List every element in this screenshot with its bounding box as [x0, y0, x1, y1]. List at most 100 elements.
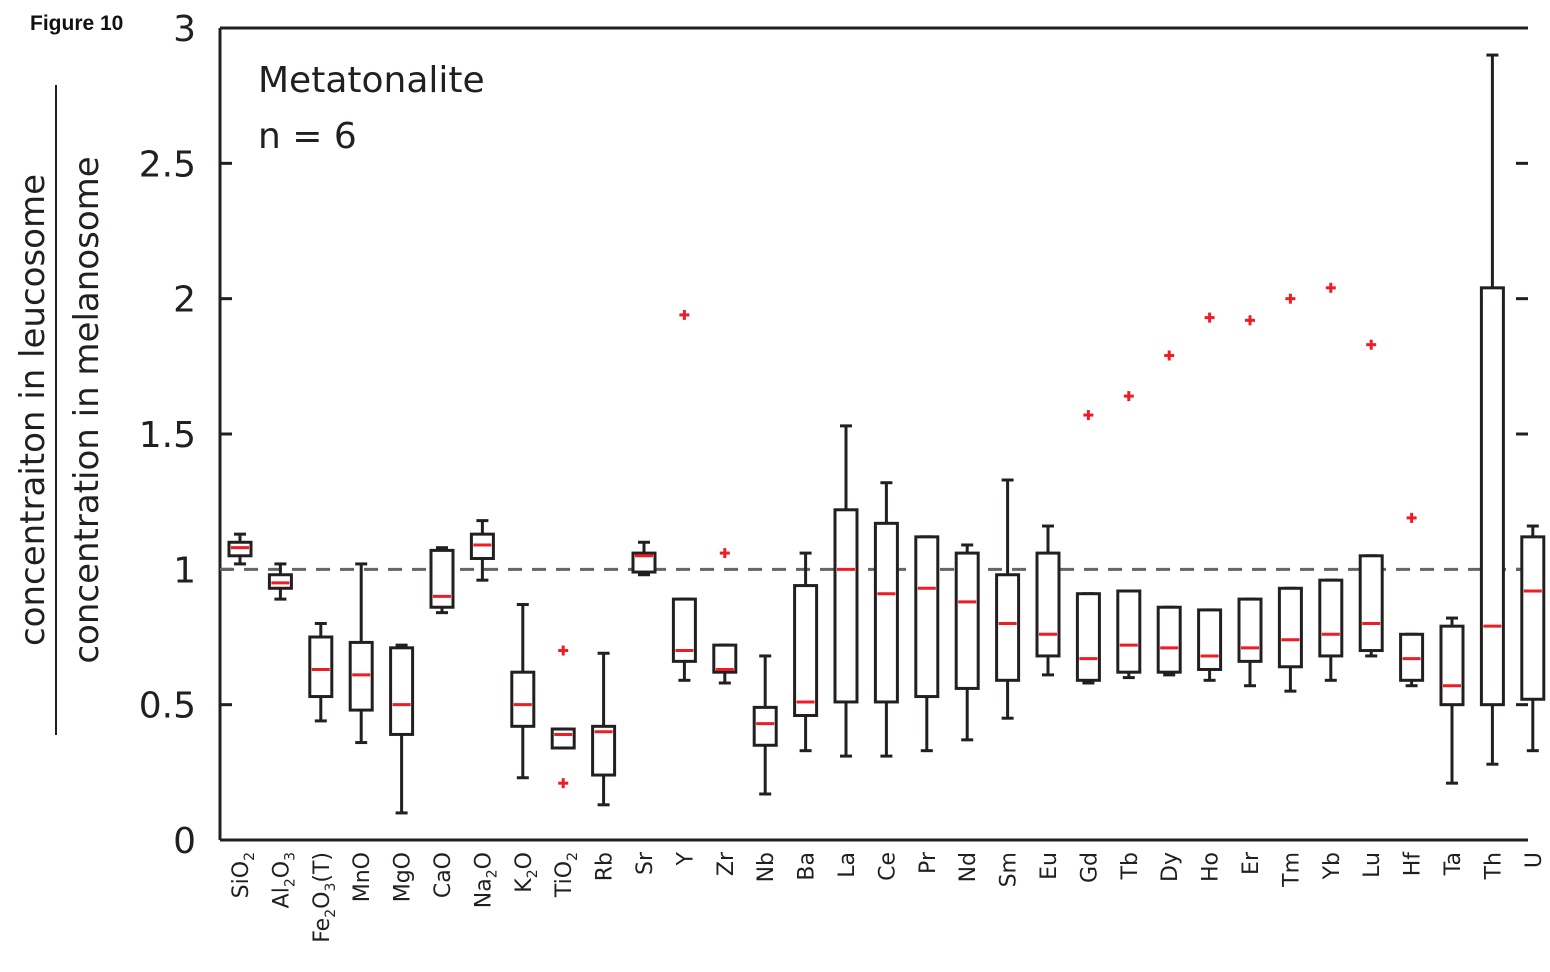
axes [218, 26, 1528, 842]
box-group [348, 562, 374, 745]
x-tick-label: Lu [1360, 852, 1385, 878]
outlier-marker [1325, 282, 1336, 293]
x-tick-label: Y [673, 851, 698, 866]
annotation-rock-type: Metatonalite [258, 60, 485, 101]
box-iqr [1439, 624, 1465, 707]
x-tick-label: MgO [391, 852, 416, 902]
box-iqr [631, 551, 657, 574]
y-axis-label: concentraiton in leucosome concentration… [13, 85, 107, 735]
box-group [469, 519, 495, 582]
box-group [1318, 282, 1344, 682]
outlier-marker [1164, 350, 1175, 361]
box-iqr [550, 727, 576, 750]
box-iqr [1075, 592, 1101, 682]
x-tick-label: Ho [1199, 852, 1224, 882]
x-tick-label: Fe2O3(T) [310, 852, 339, 943]
x-tick-label: MnO [350, 852, 375, 902]
y-tick-label: 1.5 [139, 415, 196, 456]
outlier-marker [1245, 315, 1255, 326]
boxes [227, 53, 1546, 815]
box-iqr [1520, 535, 1546, 701]
x-tick-label: Er [1239, 851, 1264, 875]
x-tick-label: Gd [1077, 852, 1102, 883]
x-tick-label: U [1522, 852, 1547, 868]
x-tick-label: Ta [1441, 852, 1466, 876]
x-tick-label: Tb [1118, 852, 1143, 880]
box-iqr [1479, 286, 1505, 707]
box-iqr [389, 646, 415, 736]
y-tick-label: 2 [173, 280, 196, 321]
x-tick-label: Yb [1320, 852, 1345, 880]
x-tick-label: Zr [714, 851, 739, 876]
x-tick-label: K2O [512, 852, 541, 893]
box-iqr [429, 548, 455, 609]
box-group [1237, 315, 1263, 688]
x-tick-label: Ba [795, 852, 820, 881]
box-iqr [833, 508, 859, 704]
x-tick-label: TiO2 [552, 852, 581, 898]
box-iqr [510, 670, 536, 728]
box-group [308, 621, 334, 723]
box-group [1479, 53, 1505, 766]
x-tick-label: Al2O3 [269, 852, 298, 908]
box-group [1197, 312, 1223, 682]
y-label-numerator: concentraiton in leucosome [13, 174, 53, 646]
box-group [591, 651, 617, 807]
outlier-marker [679, 309, 690, 320]
outlier-marker [1285, 293, 1296, 304]
x-tick-label: CaO [431, 852, 456, 898]
box-iqr [954, 551, 980, 690]
x-tick-label: SiO2 [229, 852, 258, 898]
box-iqr [1156, 605, 1182, 674]
box-group [914, 535, 940, 753]
box-group [1439, 616, 1465, 785]
outlier-marker [1406, 512, 1417, 523]
x-tick-label: Dy [1158, 852, 1183, 882]
y-tick-label: 2.5 [139, 144, 196, 185]
x-tick-label: Nb [754, 852, 779, 882]
box-group [429, 546, 455, 615]
box-iqr [914, 535, 940, 699]
y-tick-label: 3 [173, 9, 196, 50]
box-iqr [1035, 551, 1061, 658]
box-iqr [1358, 554, 1384, 653]
box-iqr [995, 573, 1021, 682]
x-tick-label: Hf [1401, 851, 1426, 877]
outlier-marker [1204, 312, 1215, 323]
x-tick-label: Rb [593, 852, 618, 881]
x-tick-label: La [835, 852, 860, 878]
x-tick-label: Na2O [471, 852, 500, 908]
box-group [227, 532, 253, 566]
box-iqr [1318, 578, 1344, 658]
y-tick-label: 0.5 [139, 686, 196, 727]
y-label-denominator: concentration in melanosome [67, 156, 107, 663]
figure-label: Figure 10 [30, 12, 124, 35]
y-tick-label: 1 [173, 550, 196, 591]
y-ticks: 0 0.5 1 1.5 2 2.5 3 [139, 9, 1528, 862]
box-iqr [793, 584, 819, 717]
box-group [752, 654, 778, 796]
box-group [1277, 293, 1303, 693]
box-group [631, 540, 657, 577]
box-group [671, 309, 697, 682]
x-tick-label: Th [1481, 852, 1506, 880]
box-iqr [671, 597, 697, 663]
box-iqr [1116, 589, 1142, 674]
box-group [550, 645, 576, 789]
x-tick-label: Nd [956, 852, 981, 882]
box-group [833, 424, 859, 758]
box-group [1358, 339, 1384, 658]
box-group [1156, 350, 1182, 677]
outlier-marker [558, 645, 569, 656]
box-iqr [752, 705, 778, 747]
outlier-marker [719, 548, 730, 559]
box-group [510, 603, 536, 780]
box-group [954, 543, 980, 742]
x-tick-label: Sr [633, 851, 658, 875]
x-tick-label: Eu [1037, 852, 1062, 880]
box-iqr [591, 724, 617, 777]
x-tick-label: Tm [1279, 852, 1304, 888]
box-group [389, 643, 415, 815]
box-group [1399, 512, 1425, 688]
